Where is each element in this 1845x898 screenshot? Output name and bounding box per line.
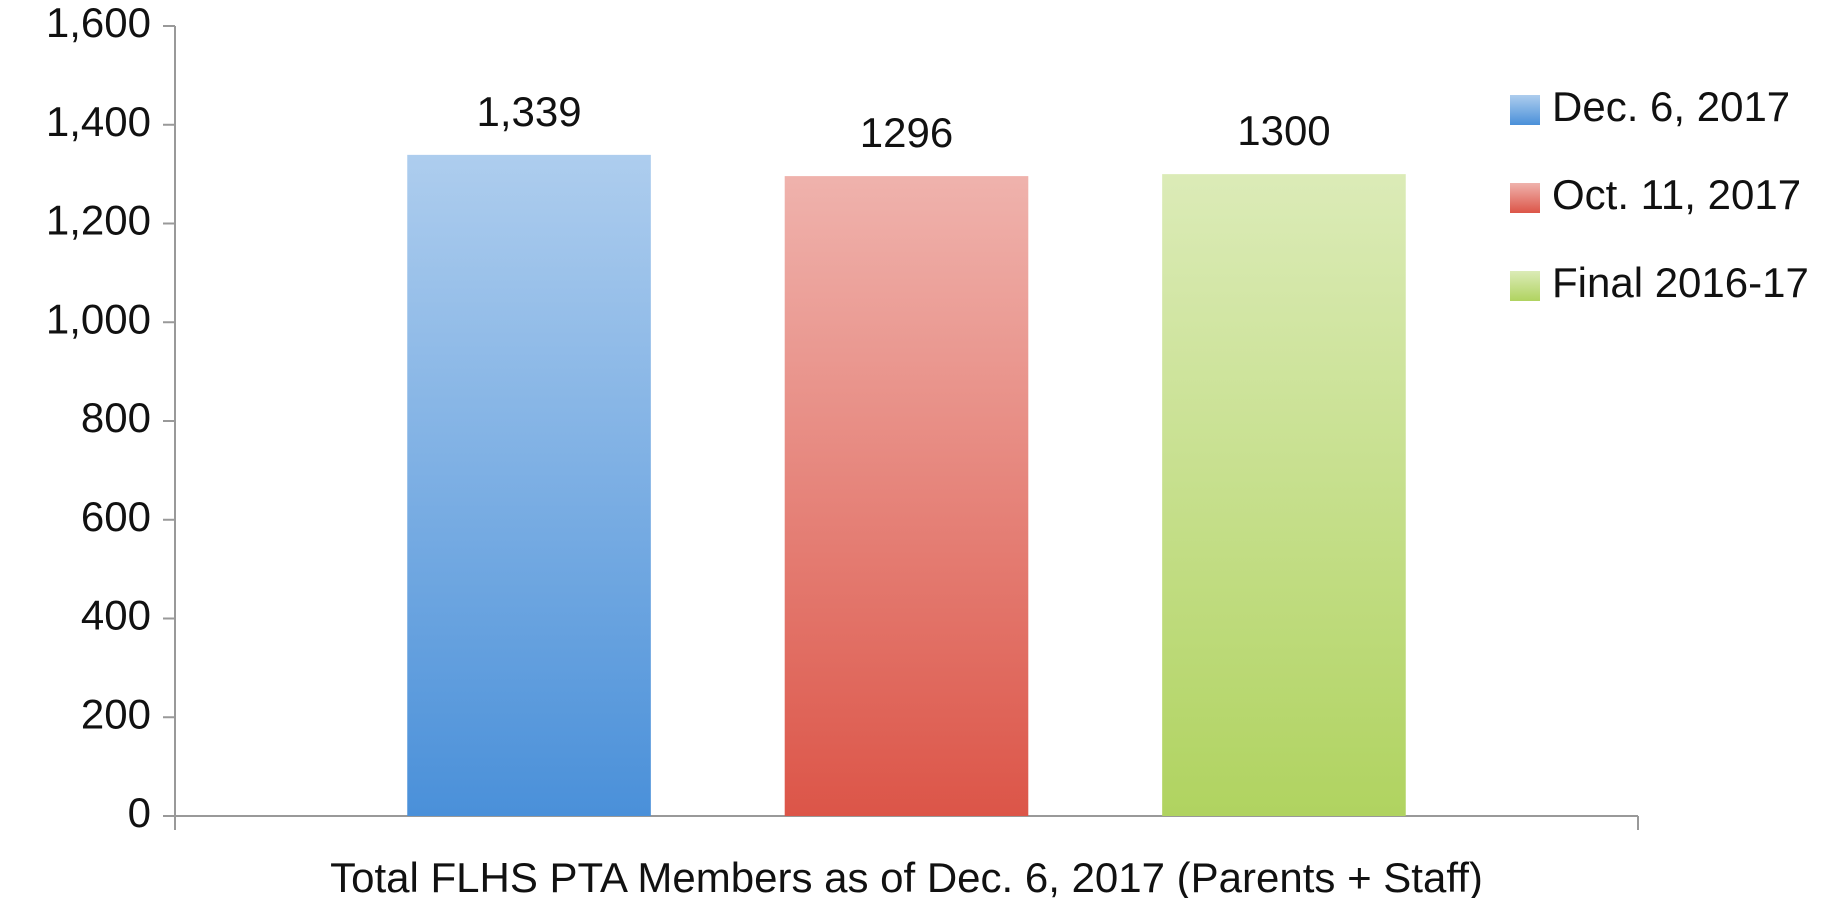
data-label: 1296 <box>860 109 953 156</box>
y-tick-label: 1,600 <box>46 0 151 46</box>
legend-label: Final 2016-17 <box>1552 259 1809 306</box>
x-tick-label: Total FLHS PTA Members as of Dec. 6, 201… <box>330 854 1483 898</box>
legend-swatch <box>1510 183 1540 213</box>
y-tick-label: 800 <box>81 394 151 441</box>
legend-swatch <box>1510 271 1540 301</box>
y-tick-label: 200 <box>81 690 151 737</box>
data-label: 1,339 <box>476 88 581 135</box>
data-label: 1300 <box>1237 107 1330 154</box>
y-tick-label: 0 <box>128 789 151 836</box>
y-tick-label: 600 <box>81 493 151 540</box>
y-tick-label: 1,400 <box>46 98 151 145</box>
y-tick-label: 1,200 <box>46 197 151 244</box>
bar <box>1162 174 1406 816</box>
bar <box>784 176 1029 817</box>
legend-label: Oct. 11, 2017 <box>1552 171 1801 218</box>
legend-label: Dec. 6, 2017 <box>1552 83 1790 130</box>
bar <box>407 154 651 816</box>
legend-swatch <box>1510 95 1540 125</box>
y-tick-label: 400 <box>81 592 151 639</box>
y-tick-label: 1,000 <box>46 295 151 342</box>
